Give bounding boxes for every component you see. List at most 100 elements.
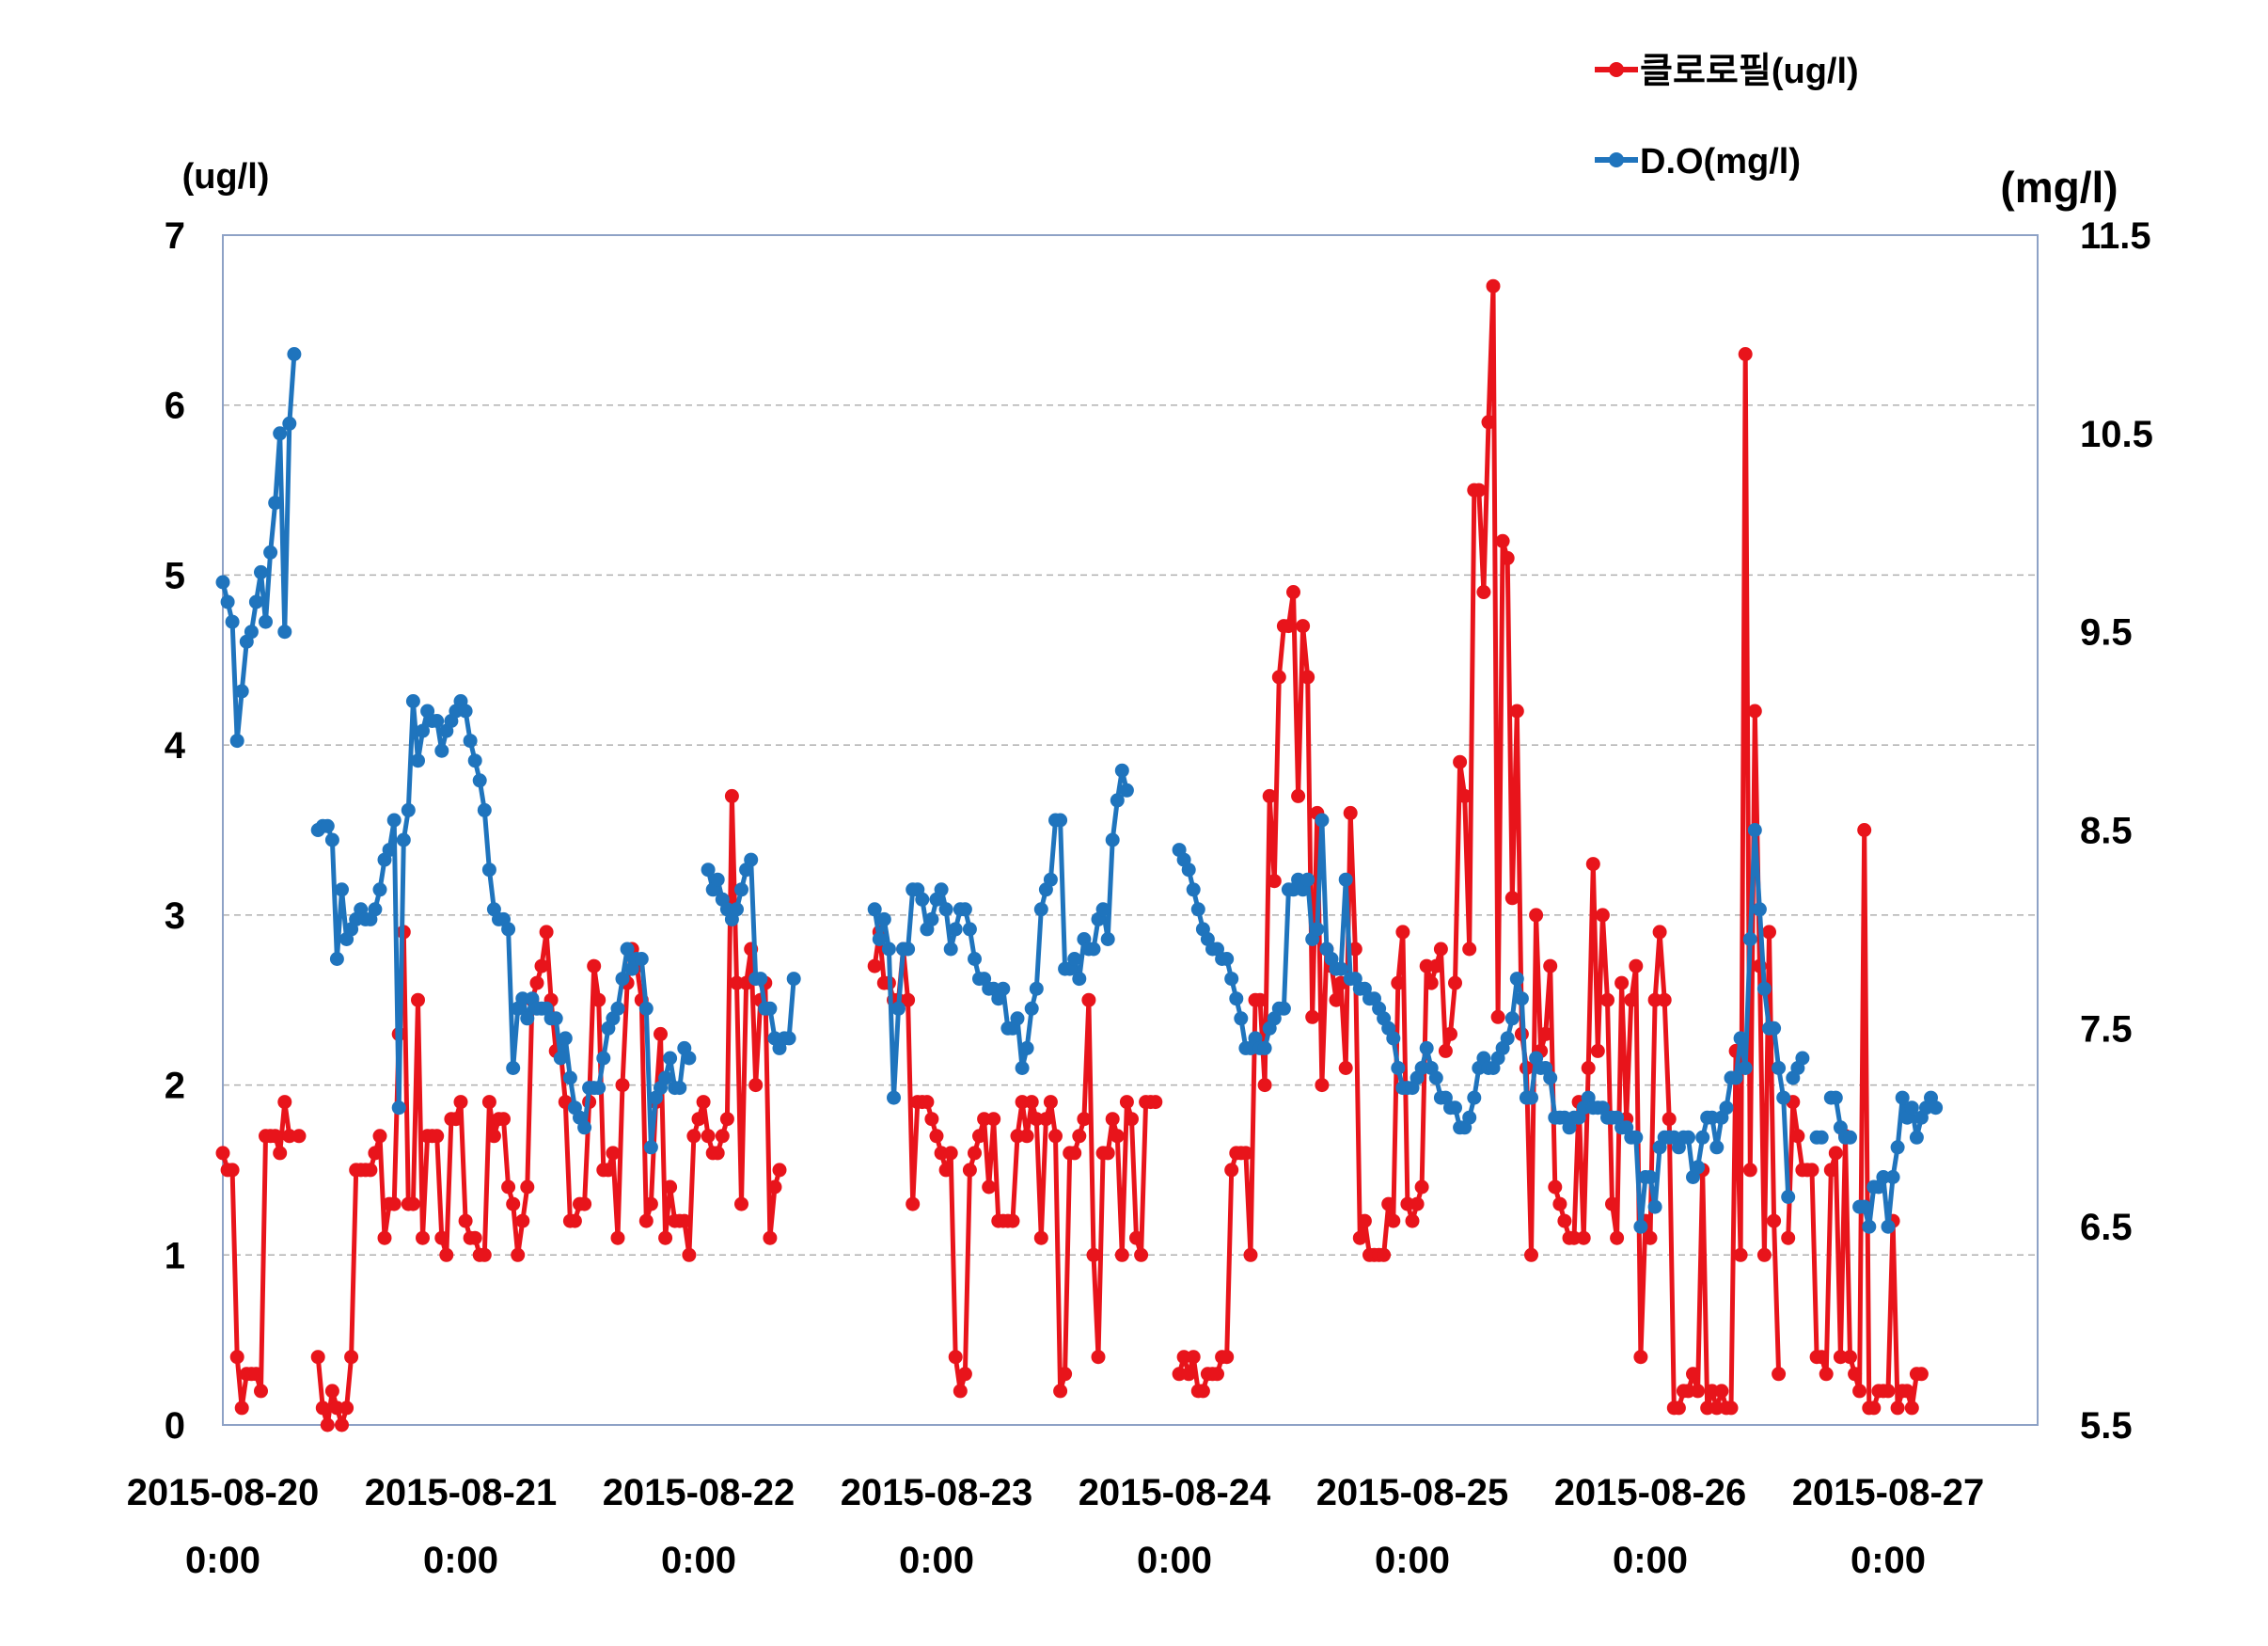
x-axis-tick-date: 2015-08-26 xyxy=(1554,1472,1747,1513)
data-point-do xyxy=(1885,1170,1900,1184)
data-point-chlorophyll xyxy=(1857,823,1872,837)
data-point-do xyxy=(401,802,416,817)
data-point-chlorophyll xyxy=(344,1350,359,1365)
data-point-do xyxy=(1781,1190,1796,1204)
x-axis-tick-date: 2015-08-22 xyxy=(603,1472,795,1513)
data-point-do xyxy=(1862,1219,1877,1234)
left-axis-tick-label: 3 xyxy=(165,895,185,937)
data-point-do xyxy=(1728,1070,1743,1085)
data-point-do xyxy=(730,902,744,917)
x-axis-tick-date: 2015-08-27 xyxy=(1792,1472,1985,1513)
x-axis-tick-date: 2015-08-23 xyxy=(841,1472,1033,1513)
data-point-do xyxy=(957,902,972,917)
data-point-chlorophyll xyxy=(591,992,606,1007)
data-point-do xyxy=(1019,1040,1034,1055)
data-point-do xyxy=(658,1070,673,1085)
data-point-chlorophyll xyxy=(1100,1146,1115,1161)
data-point-do xyxy=(753,972,768,987)
data-point-chlorophyll xyxy=(1852,1384,1867,1399)
data-point-chlorophyll xyxy=(1538,1026,1553,1041)
data-point-chlorophyll xyxy=(734,1196,748,1211)
data-point-chlorophyll xyxy=(277,1095,292,1110)
data-point-do xyxy=(1276,1001,1291,1016)
data-point-chlorophyll xyxy=(943,1146,958,1161)
data-point-chlorophyll xyxy=(1343,805,1358,820)
data-point-chlorophyll xyxy=(405,1196,420,1211)
data-point-do xyxy=(416,723,430,738)
data-point-chlorophyll xyxy=(906,1196,921,1211)
data-point-do xyxy=(1629,1130,1644,1145)
data-point-chlorophyll xyxy=(1524,1247,1538,1262)
data-point-chlorophyll xyxy=(291,1129,307,1144)
data-point-chlorophyll xyxy=(1072,1129,1087,1144)
data-point-do xyxy=(1776,1090,1791,1105)
data-point-do xyxy=(1300,872,1315,887)
data-point-do xyxy=(1181,863,1196,878)
data-point-do xyxy=(558,1031,573,1046)
data-point-chlorophyll xyxy=(511,1247,526,1262)
data-point-do xyxy=(1695,1130,1710,1145)
data-point-chlorophyll xyxy=(1595,908,1610,923)
data-point-chlorophyll xyxy=(1381,1196,1396,1211)
data-point-chlorophyll xyxy=(1125,1112,1139,1127)
data-point-chlorophyll xyxy=(948,1350,963,1365)
data-point-chlorophyll xyxy=(1300,670,1315,685)
data-point-do xyxy=(467,753,482,768)
data-point-chlorophyll xyxy=(962,1163,977,1178)
data-point-do xyxy=(1310,922,1325,937)
data-point-do xyxy=(287,347,302,361)
data-point-chlorophyll xyxy=(696,1095,711,1110)
data-point-chlorophyll xyxy=(1424,975,1439,990)
data-point-do xyxy=(430,714,445,728)
data-point-do xyxy=(254,564,268,579)
data-point-do xyxy=(1391,1061,1406,1075)
data-point-chlorophyll xyxy=(248,1367,263,1382)
data-point-chlorophyll xyxy=(416,1230,430,1245)
data-point-chlorophyll xyxy=(1610,1230,1625,1245)
data-point-chlorophyll xyxy=(1657,992,1672,1007)
data-point-chlorophyll xyxy=(254,1384,268,1399)
data-point-chlorophyll xyxy=(1453,754,1468,769)
data-point-do xyxy=(1909,1130,1924,1145)
data-point-do xyxy=(263,545,278,560)
right-axis-unit-label: (mg/l) xyxy=(2000,163,2118,212)
data-point-chlorophyll xyxy=(677,1213,692,1228)
data-point-do xyxy=(1386,1031,1401,1046)
data-point-do xyxy=(943,942,958,957)
data-point-chlorophyll xyxy=(1033,1230,1048,1245)
data-point-do xyxy=(876,911,891,926)
data-point-do xyxy=(887,1090,901,1105)
data-point-chlorophyll xyxy=(1053,1384,1068,1399)
data-point-do xyxy=(282,416,297,431)
data-point-chlorophyll xyxy=(1433,942,1448,957)
data-point-do xyxy=(1033,902,1048,917)
data-point-do xyxy=(1234,1011,1249,1026)
data-point-chlorophyll xyxy=(315,1401,330,1416)
data-point-chlorophyll xyxy=(1866,1401,1882,1416)
data-point-do xyxy=(744,852,759,867)
data-point-chlorophyll xyxy=(867,958,882,973)
left-axis-tick-label: 1 xyxy=(165,1235,185,1276)
data-point-chlorophyll xyxy=(1790,1129,1805,1144)
data-point-do xyxy=(458,704,473,719)
series-line-chlorophyll-0 xyxy=(220,1100,299,1411)
data-point-chlorophyll xyxy=(1581,1061,1596,1075)
data-point-chlorophyll xyxy=(982,1179,997,1195)
right-axis-tick-label: 6.5 xyxy=(2080,1207,2133,1248)
data-point-chlorophyll xyxy=(1914,1367,1929,1382)
data-point-chlorophyll xyxy=(1405,1213,1420,1228)
data-point-chlorophyll xyxy=(1443,1026,1457,1041)
data-point-chlorophyll xyxy=(1220,1350,1235,1365)
data-point-chlorophyll xyxy=(534,958,549,973)
data-point-chlorophyll xyxy=(1305,1009,1320,1024)
data-point-chlorophyll xyxy=(1181,1367,1196,1382)
data-point-chlorophyll xyxy=(1067,1146,1082,1161)
data-point-chlorophyll xyxy=(1038,1112,1053,1127)
data-point-chlorophyll xyxy=(719,1112,734,1127)
data-point-do xyxy=(1333,961,1348,976)
data-point-do xyxy=(701,863,716,878)
data-point-chlorophyll xyxy=(363,1163,378,1178)
data-point-do xyxy=(1428,1070,1443,1085)
data-point-chlorophyll xyxy=(386,1196,402,1211)
